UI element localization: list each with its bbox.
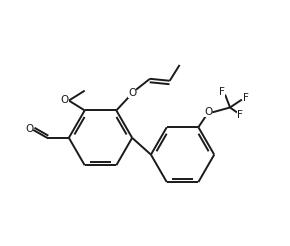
Text: O: O: [204, 108, 212, 117]
Text: F: F: [219, 87, 225, 97]
Text: O: O: [61, 94, 69, 105]
Text: F: F: [237, 110, 243, 120]
Text: O: O: [128, 88, 136, 98]
Text: O: O: [25, 124, 33, 134]
Text: F: F: [243, 92, 249, 103]
